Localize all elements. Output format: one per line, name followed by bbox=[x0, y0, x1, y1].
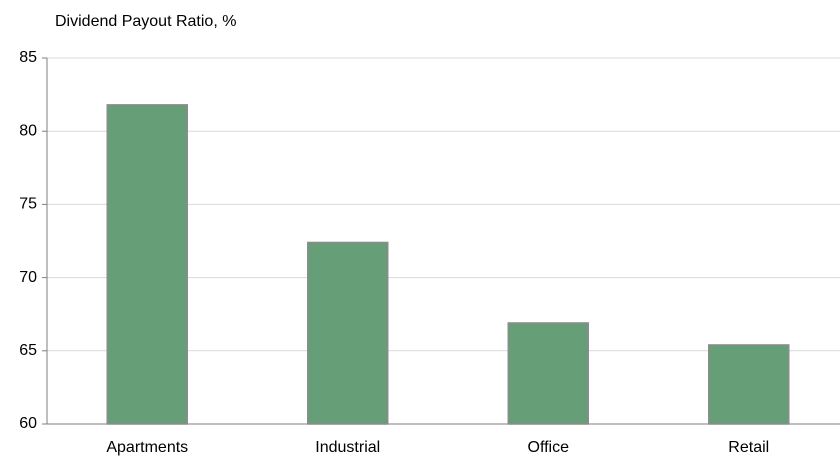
x-tick-label: Apartments bbox=[106, 439, 188, 456]
y-tick-label: 70 bbox=[19, 269, 37, 286]
y-tick-label: 60 bbox=[19, 415, 37, 432]
chart-title: Dividend Payout Ratio, % bbox=[55, 13, 236, 30]
x-tick-label: Office bbox=[528, 439, 570, 456]
bar bbox=[106, 104, 188, 425]
y-tick-label: 75 bbox=[19, 196, 37, 213]
bar bbox=[307, 241, 389, 425]
y-tick-label: 65 bbox=[19, 342, 37, 359]
bar bbox=[507, 322, 589, 425]
y-tick-label: 80 bbox=[19, 122, 37, 139]
x-tick-label: Industrial bbox=[315, 439, 380, 456]
y-tick-label: 85 bbox=[19, 49, 37, 66]
bar bbox=[708, 344, 790, 425]
x-tick-label: Retail bbox=[728, 439, 769, 456]
